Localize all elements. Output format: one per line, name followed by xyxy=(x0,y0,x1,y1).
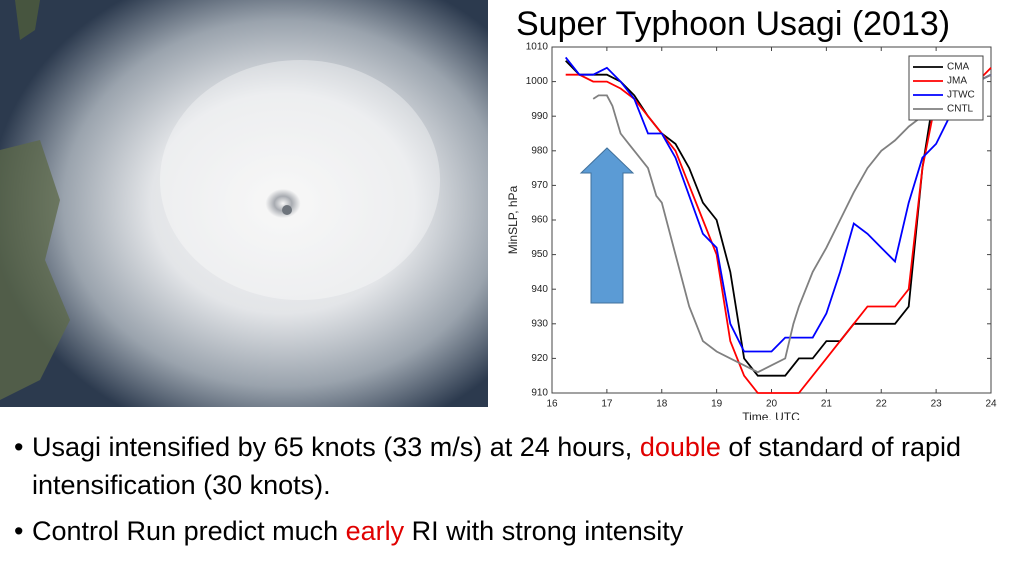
legend-label: JMA xyxy=(947,76,967,87)
bullet-text: Usagi intensified by 65 knots (33 m/s) a… xyxy=(32,432,640,462)
y-tick-label: 980 xyxy=(531,145,548,156)
x-tick-label: 20 xyxy=(766,399,778,410)
x-axis-label: Time, UTC xyxy=(742,410,800,420)
highlight-text: early xyxy=(345,516,405,546)
bullet: Control Run predict much early RI with s… xyxy=(14,512,1014,550)
legend-label: JTWC xyxy=(947,90,975,101)
y-tick-label: 1000 xyxy=(526,76,549,87)
series-line xyxy=(565,67,992,394)
chart: Super Typhoon Usagi (2013) Time, UTC Min… xyxy=(506,5,997,420)
x-tick-label: 18 xyxy=(656,399,668,410)
x-tick-label: 17 xyxy=(601,399,613,410)
y-tick-label: 940 xyxy=(531,284,548,295)
x-tick-label: 23 xyxy=(931,399,943,410)
satellite-image xyxy=(0,0,488,407)
bullet-text: of standard of rapid intensification (30… xyxy=(32,432,962,500)
y-tick-label: 910 xyxy=(531,388,548,399)
x-tick-label: 24 xyxy=(985,399,997,410)
legend-label: CNTL xyxy=(947,104,974,115)
y-tick-label: 970 xyxy=(531,180,548,191)
y-tick-label: 990 xyxy=(531,111,548,122)
y-tick-label: 930 xyxy=(531,318,548,329)
y-tick-label: 920 xyxy=(531,353,548,364)
series-line xyxy=(564,56,992,353)
bullet-text: Control Run predict much xyxy=(32,516,346,546)
bullet-text: RI with strong intensity xyxy=(404,516,684,546)
x-tick-label: 16 xyxy=(546,399,558,410)
bullet-list: Usagi intensified by 65 knots (33 m/s) a… xyxy=(14,428,1014,558)
x-tick-label: 21 xyxy=(821,399,833,410)
highlight-text: double xyxy=(639,432,721,462)
legend-label: CMA xyxy=(947,62,970,73)
y-tick-label: 960 xyxy=(531,215,548,226)
x-tick-label: 22 xyxy=(876,399,888,410)
chart-title: Super Typhoon Usagi (2013) xyxy=(516,5,950,43)
y-axis-label: MinSLP, hPa xyxy=(506,185,520,254)
series-line xyxy=(592,73,992,374)
y-tick-label: 1010 xyxy=(526,42,549,53)
y-tick-label: 950 xyxy=(531,249,548,260)
x-tick-label: 19 xyxy=(711,399,723,410)
bullet: Usagi intensified by 65 knots (33 m/s) a… xyxy=(14,428,1014,504)
arrow xyxy=(579,147,635,304)
